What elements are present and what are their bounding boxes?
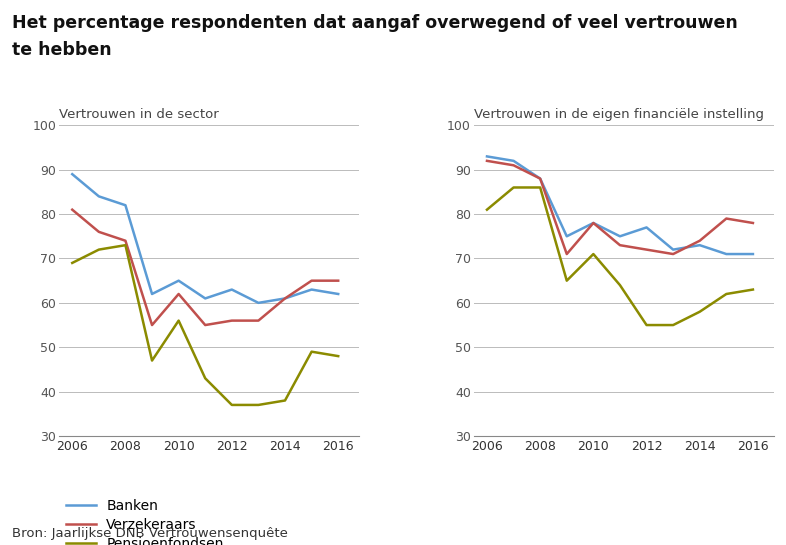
- Text: Bron: Jaarlijkse DNB Vertrouwensenquête: Bron: Jaarlijkse DNB Vertrouwensenquête: [12, 526, 288, 540]
- Text: te hebben: te hebben: [12, 41, 112, 59]
- Text: Vertrouwen in de eigen financiële instelling: Vertrouwen in de eigen financiële instel…: [474, 108, 764, 122]
- Text: Het percentage respondenten dat aangaf overwegend of veel vertrouwen: Het percentage respondenten dat aangaf o…: [12, 14, 737, 32]
- Legend: Banken, Verzekeraars, Pensioenfondsen: Banken, Verzekeraars, Pensioenfondsen: [66, 499, 223, 545]
- Text: Vertrouwen in de sector: Vertrouwen in de sector: [59, 108, 219, 122]
